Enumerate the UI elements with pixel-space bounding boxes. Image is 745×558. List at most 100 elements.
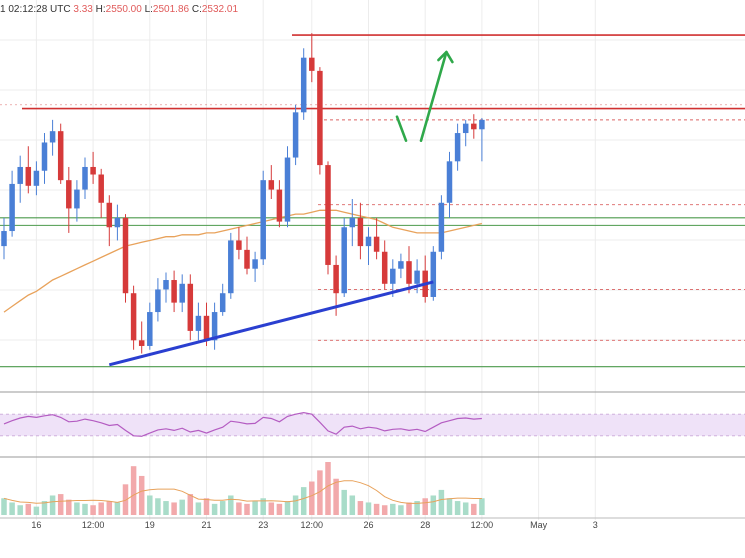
candle-body — [163, 280, 169, 290]
candle-body — [1, 231, 7, 247]
high-label: H: — [95, 4, 106, 15]
x-tick-label: 23 — [258, 520, 268, 530]
candle-body — [309, 57, 315, 71]
volume-bar — [260, 498, 266, 515]
candle-body — [365, 236, 372, 247]
volume-bar — [252, 501, 258, 515]
moving-average-line — [3, 209, 483, 313]
candle-body — [9, 183, 15, 232]
open-readout: 3.33 — [73, 4, 93, 15]
candle-body — [17, 166, 23, 184]
candle-body — [325, 165, 331, 265]
candle-body — [106, 202, 113, 228]
volume-bar — [74, 502, 80, 515]
volume-bar — [49, 495, 56, 515]
candle — [163, 272, 169, 303]
candle — [390, 259, 396, 297]
x-tick-label: May — [530, 520, 548, 530]
candle-body — [333, 264, 339, 294]
candle-body — [252, 259, 258, 269]
candle-body — [414, 270, 420, 284]
candle — [276, 180, 283, 228]
candle-body — [430, 251, 437, 297]
candle — [122, 214, 129, 303]
candle — [17, 155, 23, 203]
candle — [252, 251, 258, 282]
volume-bar — [292, 495, 299, 515]
candle — [25, 146, 32, 194]
candle — [438, 195, 445, 260]
candle — [171, 270, 177, 313]
volume-bar — [333, 478, 339, 515]
candle-body — [228, 240, 234, 294]
volume-bar — [446, 498, 453, 515]
candle-body — [381, 251, 388, 284]
candle-body — [25, 166, 32, 186]
candle — [268, 165, 275, 199]
volume-bar — [325, 462, 331, 515]
volume-bar — [276, 503, 283, 515]
volume-bar — [422, 498, 428, 515]
volume-bar — [414, 501, 420, 515]
volume-bar — [365, 502, 372, 515]
candle — [219, 283, 226, 316]
candle-body — [98, 174, 104, 203]
candle — [98, 168, 104, 218]
volume-bar — [479, 498, 485, 515]
candle — [300, 48, 307, 120]
candle — [41, 133, 48, 184]
candle — [82, 157, 88, 199]
candle — [446, 151, 453, 218]
candle-body — [390, 268, 396, 284]
volume-bar — [155, 498, 161, 515]
volume-bar — [163, 501, 169, 515]
candle — [349, 199, 356, 247]
volume-bar — [82, 503, 88, 515]
volume-bar — [25, 503, 32, 515]
candle-body — [195, 315, 202, 331]
volume-bar — [147, 495, 153, 515]
candle-body — [292, 112, 299, 158]
volume-bar — [195, 502, 202, 515]
candle — [479, 117, 485, 162]
rising-support-trendline — [108, 280, 434, 367]
volume-bar — [114, 502, 121, 515]
volume-bar — [203, 498, 210, 515]
candle — [381, 240, 388, 290]
low-label: L: — [144, 4, 153, 15]
candle — [236, 227, 242, 260]
candle — [357, 202, 364, 260]
candle-body — [66, 180, 72, 209]
candle — [49, 119, 56, 156]
volume-bar — [106, 501, 113, 515]
volume-bar — [41, 501, 48, 515]
candle-body — [236, 240, 242, 250]
volume-bar — [341, 489, 347, 515]
candle-body — [211, 312, 218, 341]
volume-bar — [398, 505, 404, 515]
volume-bar — [349, 495, 356, 515]
candle — [284, 146, 291, 228]
candle-body — [171, 280, 177, 303]
volume-bar — [244, 503, 250, 515]
candle — [114, 204, 121, 241]
candle-body — [122, 217, 129, 294]
volume-bar — [317, 470, 323, 515]
candle-body — [260, 180, 266, 260]
candle — [187, 274, 194, 341]
candle-body — [276, 189, 283, 222]
candle — [292, 104, 299, 166]
x-tick-label: 21 — [201, 520, 211, 530]
volume-bar — [187, 494, 194, 515]
volume-bar — [66, 499, 72, 515]
candle-body — [438, 202, 445, 252]
candle — [155, 278, 161, 322]
volume-average-line — [3, 480, 482, 504]
candle-body — [33, 170, 40, 186]
candle — [66, 166, 72, 233]
candle-body — [244, 249, 250, 269]
forecast-arrow-dip — [395, 115, 408, 143]
candle — [471, 114, 477, 139]
